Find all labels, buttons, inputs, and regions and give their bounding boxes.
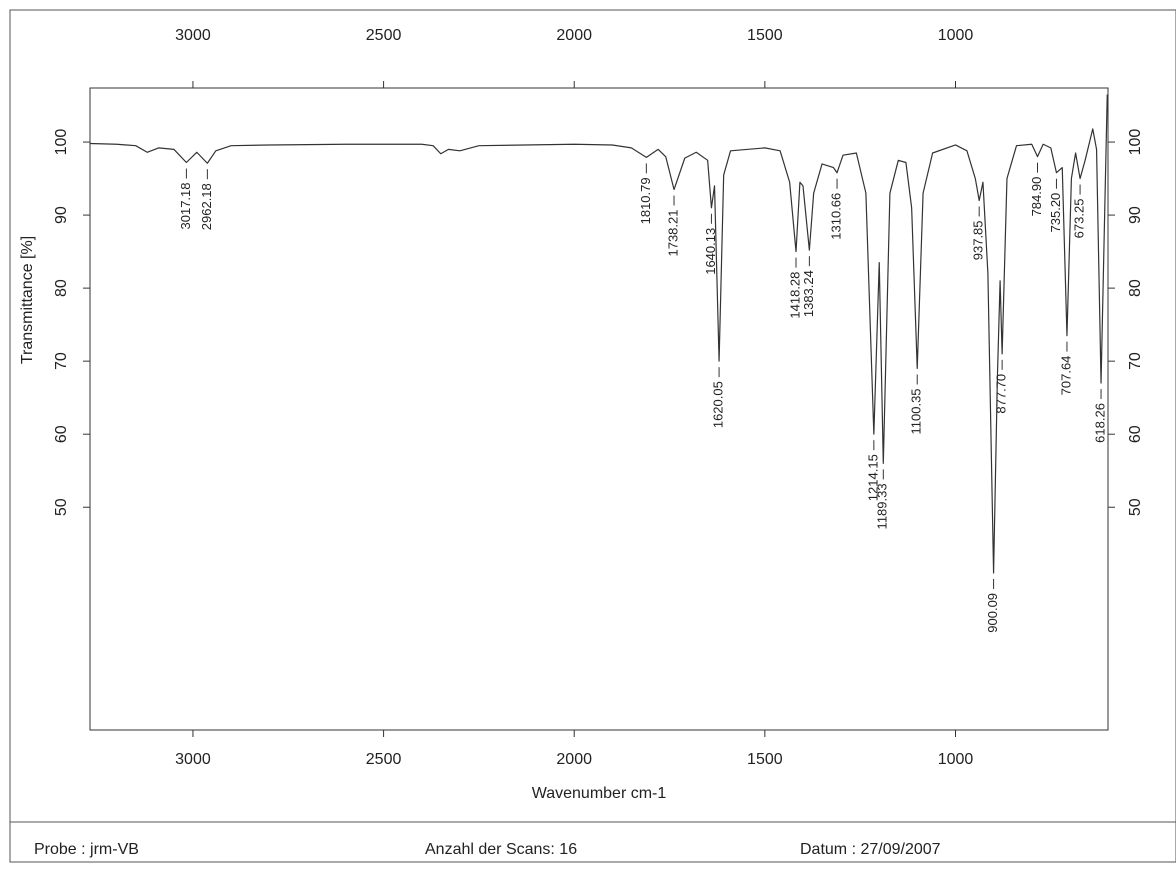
peak-label: 1214.15 bbox=[865, 454, 880, 501]
x-tick-label: 1000 bbox=[938, 751, 974, 768]
peak-label: 1310.66 bbox=[828, 193, 843, 240]
x-axis-label: Wavenumber cm-1 bbox=[532, 785, 667, 802]
peak-label: 673.25 bbox=[1072, 199, 1087, 239]
x-tick-label-top: 3000 bbox=[175, 27, 211, 44]
peak-label: 877.70 bbox=[994, 374, 1009, 414]
peak-label: 900.09 bbox=[985, 593, 1000, 633]
y-tick-label-right: 70 bbox=[1127, 352, 1144, 370]
peak-label: 707.64 bbox=[1058, 356, 1073, 396]
peak-label: 3017.18 bbox=[178, 182, 193, 229]
y-tick-label-right: 90 bbox=[1127, 206, 1144, 224]
plot-frame bbox=[89, 87, 1109, 731]
peak-label: 2962.18 bbox=[199, 183, 214, 230]
peak-label: 1810.79 bbox=[638, 177, 653, 224]
peak-label: 618.26 bbox=[1092, 403, 1107, 443]
y-axis-label: Transmittance [%] bbox=[19, 236, 36, 364]
x-tick-label-top: 2500 bbox=[366, 27, 402, 44]
y-tick-label: 60 bbox=[53, 425, 70, 443]
peak-label: 735.20 bbox=[1048, 193, 1063, 233]
y-tick-label-right: 60 bbox=[1127, 425, 1144, 443]
x-tick-label-top: 1500 bbox=[747, 27, 783, 44]
peak-label: 1620.05 bbox=[711, 381, 726, 428]
y-tick-label: 50 bbox=[53, 498, 70, 516]
footer-scans: Anzahl der Scans: 16 bbox=[425, 841, 577, 858]
y-tick-label-right: 100 bbox=[1127, 129, 1144, 156]
y-tick-label: 100 bbox=[53, 129, 70, 156]
footer-box bbox=[9, 821, 1176, 863]
footer-sample: Probe : jrm-VB bbox=[34, 841, 139, 858]
peak-label: 1189.33 bbox=[875, 483, 890, 529]
y-tick-label-right: 50 bbox=[1127, 498, 1144, 516]
y-tick-label: 80 bbox=[53, 279, 70, 297]
peak-label: 1738.21 bbox=[665, 210, 680, 257]
x-tick-label-top: 2000 bbox=[556, 27, 592, 44]
peak-label: 784.90 bbox=[1029, 177, 1044, 217]
y-tick-label: 90 bbox=[53, 206, 70, 224]
y-tick-label-right: 80 bbox=[1127, 279, 1144, 297]
y-tick-label: 70 bbox=[53, 352, 70, 370]
peak-label: 1418.28 bbox=[787, 272, 802, 319]
peak-label: 1100.35 bbox=[909, 388, 924, 434]
x-tick-label: 2500 bbox=[366, 751, 402, 768]
x-tick-label: 3000 bbox=[175, 751, 211, 768]
page-frame bbox=[9, 9, 1176, 823]
peak-label: 937.85 bbox=[971, 220, 986, 260]
x-tick-label: 2000 bbox=[556, 751, 592, 768]
peak-label: 1640.13 bbox=[703, 228, 718, 275]
spectrum-line bbox=[89, 94, 1108, 574]
x-tick-label-top: 1000 bbox=[938, 27, 974, 44]
x-tick-label: 1500 bbox=[747, 751, 783, 768]
peak-label: 1383.24 bbox=[801, 270, 816, 317]
footer-date: Datum : 27/09/2007 bbox=[800, 841, 941, 858]
